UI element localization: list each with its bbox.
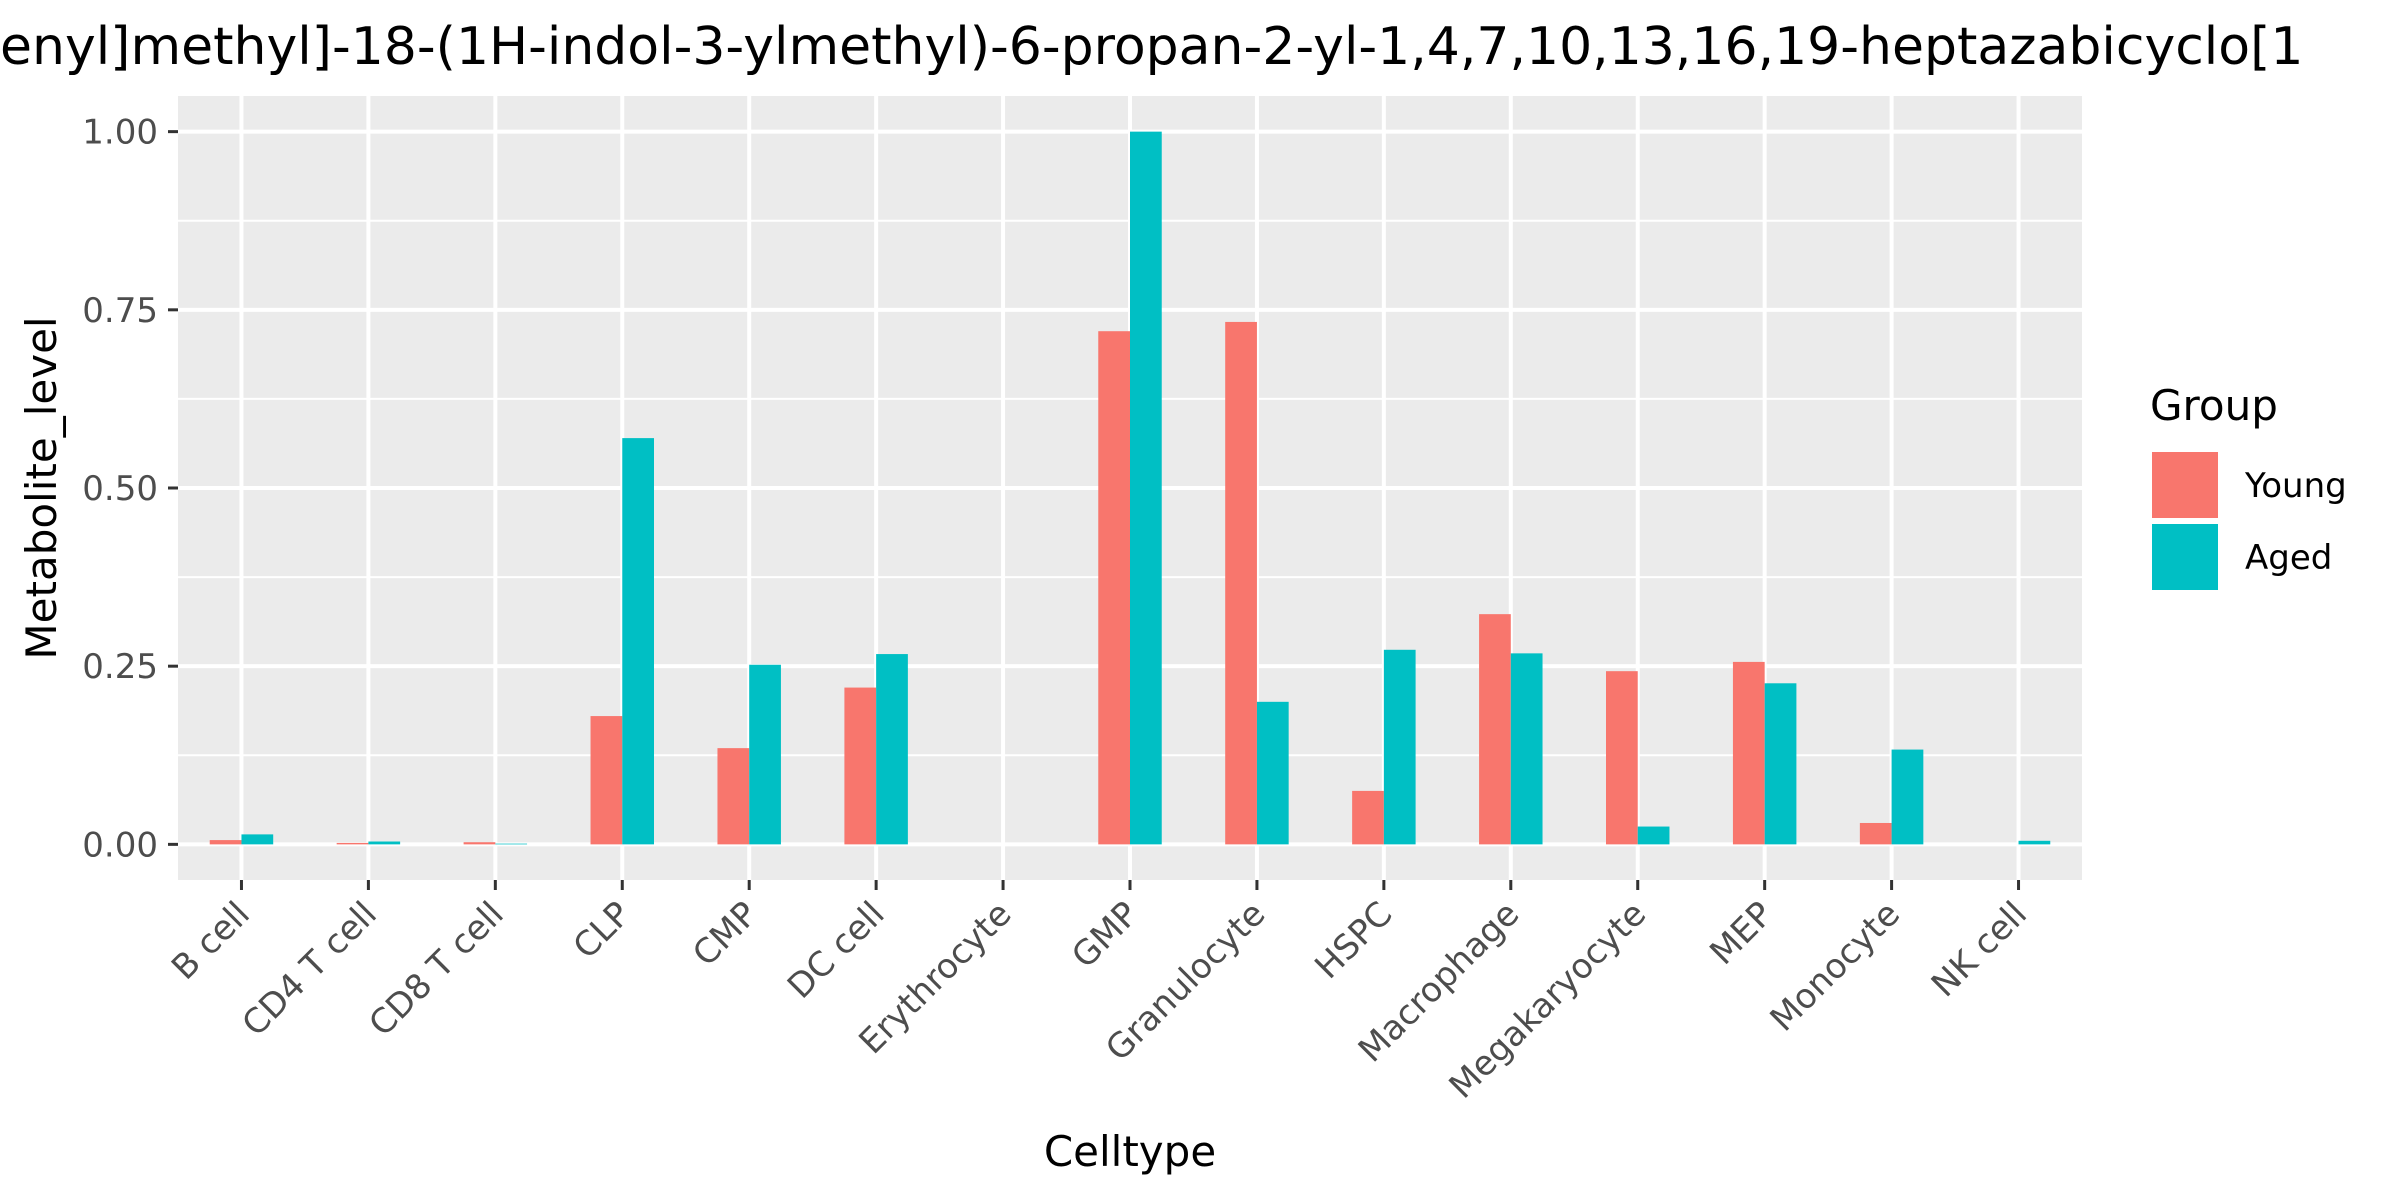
y-tick-label: 0.00 — [82, 825, 158, 865]
y-tick-label: 0.75 — [82, 291, 158, 331]
y-axis: 0.00 0.25 0.50 0.75 1.00 — [82, 113, 178, 865]
bar-aged-cmp — [749, 664, 781, 845]
bar-aged-mep — [1764, 683, 1797, 845]
bar-aged-macrophage — [1510, 653, 1543, 845]
x-tick-label: NK cell — [1924, 894, 2035, 1005]
x-tick-label: B cell — [164, 894, 258, 988]
bar-young-megakaryocyte — [1606, 671, 1638, 845]
bar-young-gmp — [1098, 331, 1130, 845]
y-tick-label: 1.00 — [82, 113, 158, 153]
x-tick-label: GMP — [1064, 894, 1146, 976]
bar-aged-clp — [622, 438, 654, 845]
bar-aged-dc-cell — [876, 654, 908, 845]
legend-key-aged — [2152, 524, 2218, 590]
bar-young-hspc — [1352, 790, 1384, 845]
bar-young-cmp — [717, 748, 750, 845]
bar-aged-cd4-t-cell — [368, 841, 401, 845]
bar-young-dc-cell — [844, 687, 877, 845]
bar-young-granulocyte — [1225, 321, 1257, 845]
y-tick-label: 0.50 — [82, 469, 158, 509]
bar-aged-megakaryocyte — [1637, 826, 1670, 845]
legend-title: Group — [2150, 381, 2278, 430]
y-axis-title: Metabolite_level — [17, 316, 66, 659]
chart-title: enyl]methyl]-18-(1H-indol-3-ylmethyl)-6-… — [0, 17, 2303, 77]
x-tick-label: HSPC — [1307, 894, 1400, 987]
legend-label-aged: Aged — [2245, 538, 2332, 578]
bars — [209, 131, 2051, 845]
x-axis-title: Celltype — [1044, 1127, 1216, 1176]
bar-aged-nk-cell — [2018, 840, 2051, 845]
bar-young-mep — [1732, 661, 1765, 845]
bar-young-macrophage — [1479, 614, 1511, 845]
bar-aged-gmp — [1130, 131, 1162, 845]
x-tick-label: Monocyte — [1763, 894, 1908, 1039]
bar-aged-cd8-t-cell — [495, 843, 528, 845]
bar-young-monocyte — [1859, 822, 1892, 845]
bar-young-cd8-t-cell — [463, 842, 496, 845]
legend-label-young: Young — [2244, 466, 2347, 506]
bar-young-clp — [590, 716, 623, 845]
bar-aged-hspc — [1383, 649, 1416, 845]
x-tick-label: DC cell — [780, 894, 893, 1007]
bar-aged-monocyte — [1891, 749, 1924, 845]
legend: Group Young Aged — [2150, 381, 2347, 590]
bar-aged-granulocyte — [1256, 701, 1289, 845]
x-tick-label: CMP — [685, 894, 765, 974]
x-tick-label: CLP — [566, 894, 639, 967]
y-tick-label: 0.25 — [82, 647, 158, 687]
legend-key-young — [2152, 452, 2218, 518]
x-tick-label: MEP — [1702, 894, 1781, 973]
bar-aged-b-cell — [241, 834, 274, 845]
x-tick-label: CD4 T cell — [235, 894, 385, 1044]
bar-young-cd4-t-cell — [336, 842, 369, 845]
x-tick-label: CD8 T cell — [361, 894, 511, 1044]
bar-young-b-cell — [209, 840, 242, 845]
